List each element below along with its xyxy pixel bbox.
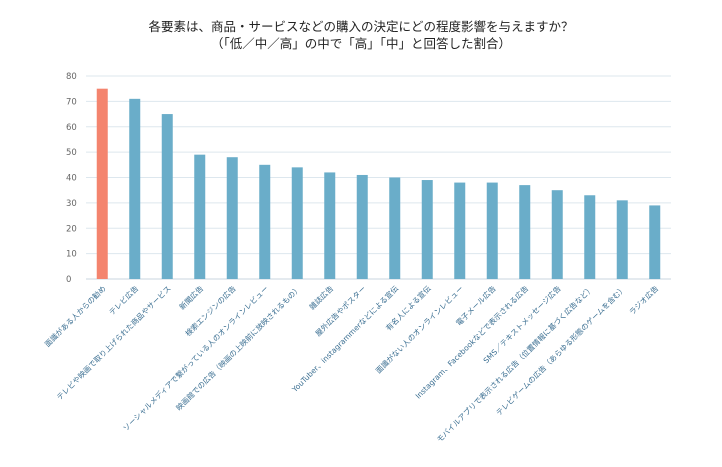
title-block: 各要素は、商品・サービスなどの購入の決定にどの程度影響を与えますか？ （「低／中…: [0, 18, 722, 52]
x-tick-label: ソーシャルメディアで繋がっている人のオンラインレビュー: [121, 283, 271, 433]
bar: [129, 98, 141, 280]
y-tick-label: 60: [66, 123, 77, 133]
y-tick-label: 0: [66, 275, 71, 285]
bar: [356, 174, 368, 279]
x-tick-label: 面識がある人からの勧め: [42, 283, 107, 348]
chart-subtitle: （「低／中／高」の中で「高」「中」と回答した割合）: [210, 36, 511, 51]
x-tick-label: ラジオ広告: [627, 283, 661, 317]
bar: [551, 190, 563, 279]
bar: [389, 177, 401, 279]
bar: [649, 205, 661, 279]
bar: [161, 114, 173, 279]
bar: [486, 182, 498, 279]
x-tick-label: 映画館での広告（映画の上映前に放映されるもの）: [174, 283, 303, 412]
y-tick-label: 80: [66, 72, 77, 82]
chart-title: 各要素は、商品・サービスなどの購入の決定にどの程度影響を与えますか？: [148, 19, 574, 34]
x-tick-label: 雑誌広告: [307, 283, 336, 312]
bar: [226, 157, 238, 279]
y-tick-label: 10: [66, 250, 77, 260]
y-tick-label: 50: [66, 148, 77, 158]
bar: [421, 180, 433, 279]
bar: [616, 200, 628, 279]
x-tick-label: モバイルアプリで表示される広告（位置情報に基づく広告など）: [434, 283, 595, 444]
x-tick-label: テレビ広告: [107, 283, 141, 317]
bar: [259, 164, 271, 279]
bar: [96, 88, 108, 279]
bar: [454, 182, 466, 279]
bar: [519, 185, 531, 279]
x-tick-label: Instagram、Facebookなどで表示される広告: [413, 283, 531, 401]
bar: [584, 195, 596, 279]
y-tick-label: 70: [66, 97, 77, 107]
y-tick-label: 30: [66, 199, 77, 209]
y-tick-label: 20: [66, 224, 77, 234]
bar: [194, 154, 206, 279]
bar: [291, 167, 303, 279]
bar: [324, 172, 336, 279]
x-tick-label: 新聞広告: [177, 283, 206, 312]
x-tick-label: テレビや映画で取り上げられた商品やサービス: [54, 283, 172, 401]
y-tick-label: 40: [66, 174, 77, 184]
